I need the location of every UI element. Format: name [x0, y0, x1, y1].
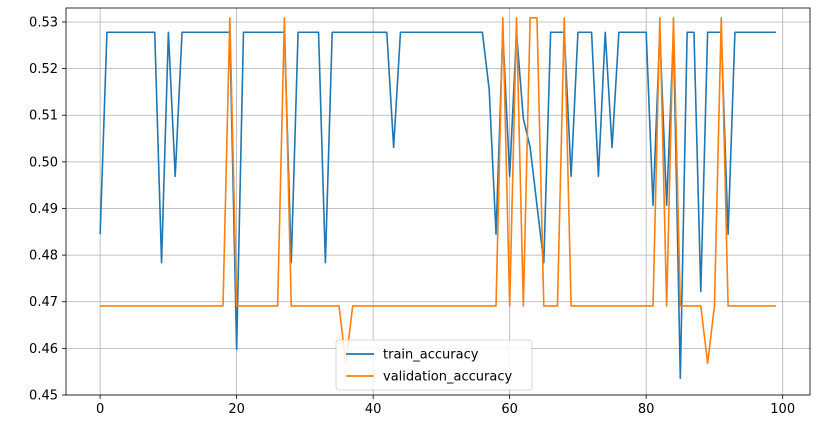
series-line-train-accuracy: [99, 31, 776, 380]
x-tick-label: 60: [501, 402, 518, 417]
x-tick-label: 40: [365, 402, 382, 417]
y-tick-label: 0.45: [29, 389, 58, 404]
x-tick-label: 80: [638, 402, 655, 417]
legend-label-train-accuracy: train_accuracy: [383, 348, 479, 363]
legend-label-validation-accuracy: validation_accuracy: [383, 370, 512, 385]
x-axis-ticks: 0 20 40 60 80 100: [96, 395, 795, 417]
y-tick-label: 0.52: [29, 62, 58, 77]
x-tick-label: 0: [96, 402, 104, 417]
y-tick-label: 0.46: [29, 342, 58, 357]
y-tick-label: 0.49: [29, 202, 58, 217]
y-tick-label: 0.50: [29, 155, 58, 170]
x-tick-label: 20: [228, 402, 245, 417]
x-tick-label: 100: [770, 402, 795, 417]
grid-lines: [66, 8, 810, 396]
y-tick-label: 0.48: [29, 249, 58, 264]
legend-box: [335, 339, 533, 391]
y-axis-ticks: 0.45 0.46 0.47 0.48 0.49 0.50 0.51 0.52 0.53: [29, 15, 66, 404]
legend: train_accuracy validation_accuracy: [335, 339, 533, 391]
y-tick-label: 0.51: [29, 109, 58, 124]
axes-frame: [65, 7, 811, 396]
series-line-validation-accuracy: [100, 16, 776, 365]
y-tick-label: 0.53: [29, 15, 58, 30]
y-tick-label: 0.47: [29, 295, 58, 310]
series-lines: [99, 16, 776, 380]
